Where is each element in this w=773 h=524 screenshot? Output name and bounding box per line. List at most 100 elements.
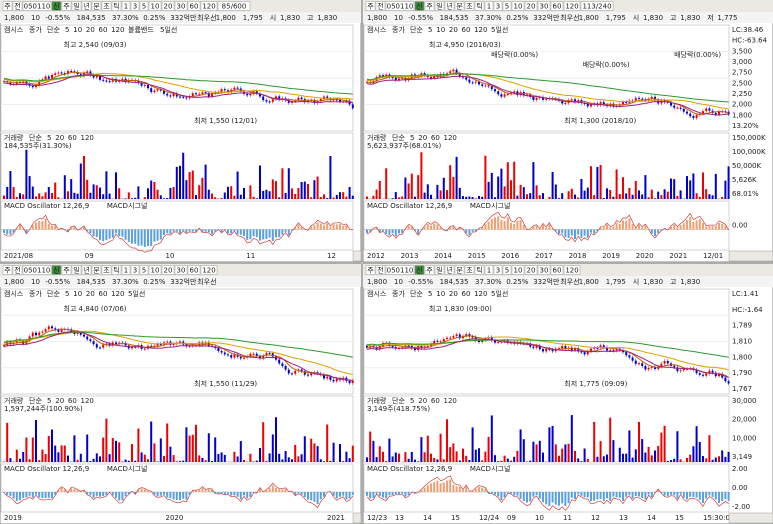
tool-btn-box[interactable] (174, 265, 188, 275)
tool-btn[interactable]: 전 (377, 266, 383, 275)
tool-btn[interactable]: 분 (456, 267, 463, 275)
tool-btn[interactable]: 5 (142, 267, 146, 275)
tool-btn[interactable]: 120 (565, 3, 578, 11)
tool-btn[interactable]: 주 (63, 267, 70, 275)
tool-btn-box[interactable] (71, 265, 82, 275)
tool-btn[interactable]: 주 (63, 3, 70, 11)
tool-btn[interactable]: 3 (133, 267, 137, 275)
tool-btn-box[interactable] (474, 265, 485, 275)
tool-btn-box[interactable] (12, 265, 23, 275)
tool-btn[interactable]: 년 (446, 2, 452, 11)
tool-btn[interactable]: 분 (93, 3, 100, 11)
tool-btn-box[interactable] (61, 265, 72, 275)
tool-btn-box[interactable] (444, 1, 455, 11)
tool-btn-box[interactable] (563, 265, 581, 275)
tool-btn-box[interactable] (2, 265, 13, 275)
stock-code[interactable]: 050110 (387, 267, 414, 275)
tool-btn[interactable]: 틱 (113, 2, 119, 11)
tool-btn-box[interactable] (464, 1, 475, 11)
tool-btn-box[interactable] (174, 1, 188, 11)
scrollbar[interactable] (728, 250, 773, 262)
tool-btn[interactable]: 초 (103, 267, 110, 275)
tool-btn[interactable]: 1 (124, 3, 128, 11)
tool-btn[interactable]: 틱 (476, 266, 482, 275)
counter-box[interactable] (217, 1, 251, 11)
tool-btn[interactable]: 주 (426, 267, 433, 275)
tool-btn-box[interactable] (464, 265, 475, 275)
tool-btn[interactable]: 주 (367, 3, 374, 11)
tool-btn-box[interactable] (484, 265, 494, 275)
tool-btn[interactable]: 30 (177, 3, 186, 11)
tool-btn-box[interactable] (130, 265, 140, 275)
tool-btn-box[interactable] (524, 1, 538, 11)
tool-btn-box[interactable] (148, 1, 162, 11)
tool-btn[interactable]: 10 (514, 3, 523, 11)
tool-btn[interactable]: 30 (177, 267, 186, 275)
tool-btn[interactable]: 60 (190, 3, 199, 11)
tool-btn[interactable]: 년 (83, 266, 89, 275)
tool-btn-box[interactable] (12, 1, 23, 11)
tool-btn-box[interactable] (444, 265, 455, 275)
tool-btn[interactable]: 주 (367, 267, 374, 275)
tool-btn[interactable]: 1 (124, 267, 128, 275)
tool-btn[interactable]: 틱 (113, 266, 119, 275)
counter-box[interactable] (580, 1, 614, 11)
tool-btn[interactable]: 5 (505, 267, 509, 275)
tool-btn[interactable]: 분 (456, 3, 463, 11)
counter[interactable]: 85/600 (222, 3, 247, 11)
tool-btn-box[interactable] (550, 265, 564, 275)
tool-btn-box[interactable] (365, 265, 376, 275)
tool-btn-box[interactable] (81, 265, 92, 275)
tool-btn[interactable]: 60 (553, 267, 562, 275)
tool-btn-box[interactable] (148, 265, 162, 275)
tool-btn[interactable]: 10 (151, 267, 160, 275)
tool-btn-box[interactable] (200, 1, 218, 11)
tool-btn-box[interactable] (121, 1, 131, 11)
tool-btn[interactable]: 전 (14, 266, 20, 275)
tool-btn-box[interactable] (139, 1, 149, 11)
tool-btn-box[interactable] (493, 1, 503, 11)
tool-btn-box[interactable] (550, 1, 564, 11)
tool-btn[interactable]: 120 (202, 3, 215, 11)
stock-code[interactable]: 050110 (387, 3, 414, 11)
tool-btn-box[interactable] (187, 1, 201, 11)
tool-btn[interactable]: 1 (487, 3, 491, 11)
tool-btn[interactable]: 20 (527, 3, 536, 11)
tool-btn[interactable]: 20 (164, 267, 173, 275)
tool-btn-box[interactable] (524, 265, 538, 275)
stock-code-box[interactable] (22, 265, 52, 275)
tool-btn[interactable]: 일 (436, 2, 442, 11)
tool-btn[interactable]: 신 (416, 266, 422, 275)
tool-btn[interactable]: 일 (73, 266, 79, 275)
tool-btn[interactable]: 3 (133, 3, 137, 11)
tool-btn-box[interactable] (365, 1, 376, 11)
tool-btn[interactable]: 틱 (476, 2, 482, 11)
tool-btn-box[interactable] (121, 265, 131, 275)
tool-btn-box[interactable] (139, 265, 149, 275)
tool-btn-box[interactable] (414, 1, 425, 11)
tool-btn-box[interactable] (502, 1, 512, 11)
tool-btn-box[interactable] (434, 265, 445, 275)
tool-btn-box[interactable] (414, 265, 425, 275)
tool-btn[interactable]: 주 (4, 3, 11, 11)
tool-btn-box[interactable] (484, 1, 494, 11)
tool-btn-box[interactable] (563, 1, 581, 11)
scrollbar[interactable] (352, 512, 362, 524)
tool-btn[interactable]: 60 (190, 267, 199, 275)
tool-btn-box[interactable] (91, 1, 102, 11)
tool-btn-box[interactable] (161, 265, 175, 275)
tool-btn[interactable]: 20 (527, 267, 536, 275)
tool-btn-box[interactable] (187, 265, 201, 275)
tool-btn[interactable]: 10 (151, 3, 160, 11)
tool-btn-box[interactable] (130, 1, 140, 11)
tool-btn[interactable]: 3 (496, 267, 500, 275)
tool-btn-box[interactable] (537, 1, 551, 11)
tool-btn-box[interactable] (454, 265, 465, 275)
stock-code-box[interactable] (385, 1, 415, 11)
tool-btn[interactable]: 30 (540, 267, 549, 275)
tool-btn-box[interactable] (161, 1, 175, 11)
stock-code-box[interactable] (385, 265, 415, 275)
tool-btn[interactable]: 주 (4, 267, 11, 275)
tool-btn[interactable]: 분 (93, 267, 100, 275)
tool-btn[interactable]: 120 (565, 267, 578, 275)
